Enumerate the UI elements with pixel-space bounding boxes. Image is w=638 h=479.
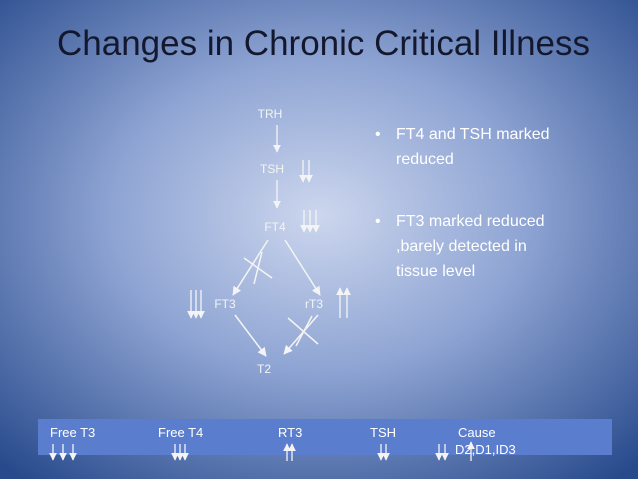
pathway-arrow xyxy=(232,239,269,296)
pathway-arrow xyxy=(283,314,319,355)
node-label: TRH xyxy=(258,107,283,121)
table-header: Cause xyxy=(458,425,496,440)
table-header: Free T4 xyxy=(158,425,203,440)
block-cross xyxy=(287,317,319,345)
table-header: RT3 xyxy=(278,425,302,440)
pathway-arrow xyxy=(234,314,267,357)
bullet-line: FT4 and TSH marked xyxy=(396,126,550,143)
bullet-line: ,barely detected in xyxy=(396,238,527,255)
bullet-line: reduced xyxy=(396,151,454,168)
summary-bar xyxy=(38,419,612,455)
node-label: FT4 xyxy=(264,220,286,234)
block-cross xyxy=(295,315,313,347)
bullet-mark: • xyxy=(375,213,381,230)
pathway-arrow xyxy=(284,239,321,296)
table-header: TSH xyxy=(370,425,396,440)
node-label: FT3 xyxy=(214,297,236,311)
slide-title: Changes in Chronic Critical Illness xyxy=(57,24,590,63)
bullet-line: FT3 marked reduced xyxy=(396,213,545,230)
bullet-line: tissue level xyxy=(396,263,475,280)
node-label: TSH xyxy=(260,162,284,176)
table-cell: D2,D1,ID3 xyxy=(455,442,516,457)
bullet-mark: • xyxy=(375,126,381,143)
node-label: rT3 xyxy=(305,297,323,311)
diagram-shapes xyxy=(49,125,475,461)
table-header: Free T3 xyxy=(50,425,95,440)
node-label: T2 xyxy=(257,362,271,376)
block-cross xyxy=(253,251,263,285)
